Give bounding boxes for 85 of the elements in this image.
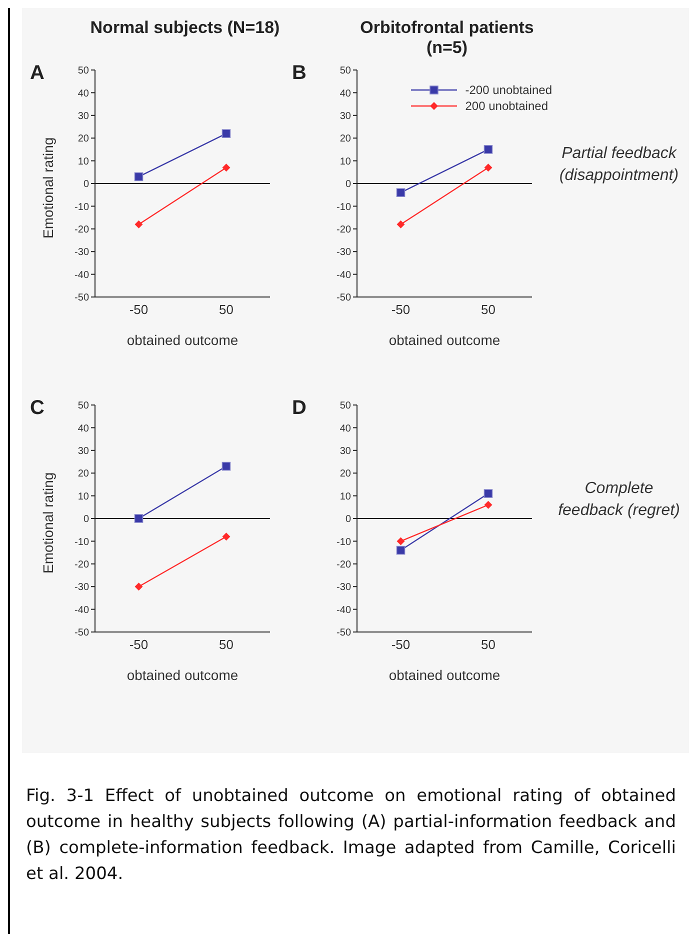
- legend-label: 200 unobtained: [465, 99, 548, 113]
- x-tick-label: 50: [219, 637, 234, 652]
- y-tick-label: 50: [340, 400, 352, 412]
- y-tick-label: -40: [74, 604, 90, 616]
- y-tick-label: -40: [74, 270, 90, 281]
- y-tick-label: 30: [340, 446, 352, 457]
- y-tick-label: 0: [83, 179, 90, 190]
- y-tick-label: -20: [336, 224, 352, 236]
- y-tick-label: 10: [78, 491, 90, 502]
- y-tick-label: 50: [78, 400, 90, 412]
- point: [396, 537, 405, 546]
- point: [484, 489, 493, 498]
- point: [484, 164, 492, 172]
- y-axis-title: Emotional rating: [40, 472, 56, 574]
- chart-subtitle: B: [292, 62, 306, 85]
- y-tick-label: 20: [340, 134, 352, 145]
- y-tick-label: -30: [74, 247, 90, 258]
- y-tick-label: -50: [74, 292, 90, 304]
- point: [222, 532, 230, 541]
- y-tick-label: 30: [340, 110, 352, 122]
- y-tick-label: -50: [336, 292, 352, 304]
- point: [396, 220, 405, 228]
- y-tick-label: -20: [74, 224, 90, 236]
- x-axis-title: obtained outcome: [388, 667, 500, 683]
- y-axis-title: Emotional rating: [40, 137, 56, 238]
- x-axis-title: obtained outcome: [126, 332, 238, 348]
- y-tick-label: -50: [336, 628, 352, 639]
- y-tick-label: 40: [340, 423, 352, 434]
- point: [134, 172, 144, 182]
- chart-subtitle: D: [292, 397, 306, 420]
- x-tick-label: 50: [481, 637, 496, 652]
- y-tick-label: -40: [336, 604, 352, 616]
- y-tick-label: 50: [78, 66, 90, 77]
- y-tick-label: 20: [78, 134, 90, 145]
- y-tick-label: 10: [340, 491, 352, 502]
- chart-subtitle: C: [30, 397, 44, 420]
- y-tick-label: 30: [78, 110, 90, 122]
- x-tick-label: -50: [129, 637, 148, 652]
- point: [134, 582, 143, 591]
- y-tick-label: 20: [78, 468, 90, 480]
- y-tick-label: -10: [74, 536, 90, 548]
- y-tick-label: 30: [78, 446, 90, 457]
- x-axis-title: obtained outcome: [388, 332, 500, 348]
- y-tick-label: -30: [336, 247, 352, 258]
- point: [134, 514, 144, 523]
- x-tick-label: -50: [391, 302, 410, 318]
- y-tick-label: -10: [336, 536, 352, 548]
- y-tick-label: 20: [340, 468, 352, 480]
- y-tick-label: -40: [336, 270, 352, 281]
- y-tick-label: 10: [340, 156, 352, 168]
- y-tick-label: 50: [340, 66, 352, 77]
- y-tick-label: 40: [78, 88, 90, 100]
- y-tick-label: -10: [336, 202, 352, 213]
- point: [484, 145, 493, 154]
- point: [222, 462, 231, 471]
- point: [134, 220, 143, 228]
- text: Complete feedback (regret): [557, 479, 681, 521]
- x-axis-title: obtained outcome: [126, 667, 238, 683]
- point: [222, 164, 230, 172]
- chart-subtitle: A: [30, 62, 44, 85]
- point: [396, 546, 406, 555]
- x-tick-label: 50: [481, 302, 496, 318]
- point: [222, 129, 231, 138]
- y-tick-label: 0: [345, 179, 352, 190]
- y-tick-label: 40: [340, 88, 352, 100]
- y-tick-label: 10: [78, 156, 90, 168]
- point: [484, 500, 492, 509]
- y-tick-label: -50: [74, 628, 90, 639]
- y-tick-label: -10: [74, 202, 90, 213]
- x-tick-label: 50: [219, 302, 234, 318]
- chart-title: Normal subjects (N=18): [90, 18, 280, 37]
- point: [396, 188, 406, 197]
- chart-title: Orbitofrontal patients (n=5): [360, 18, 534, 57]
- x-tick-label: -50: [391, 637, 410, 652]
- y-tick-label: 40: [78, 423, 90, 434]
- legend-label: -200 unobtained: [465, 83, 552, 97]
- y-tick-label: 0: [345, 514, 352, 526]
- y-tick-label: -20: [336, 559, 352, 570]
- y-tick-label: -20: [74, 559, 90, 570]
- y-tick-label: -30: [74, 582, 90, 594]
- caption: Fig. 3-1 Effect of unobtained outcome on emotional rating of obtained outcome in healthy subjects following (A) partial-information feedback and (B) complete-information feedback. Image adapted from Camille, Coricelli et al. 2004.: [26, 785, 676, 886]
- y-tick-label: 0: [83, 514, 90, 526]
- y-tick-label: -30: [336, 582, 352, 594]
- text: Partial feedback (disappointment): [558, 144, 680, 186]
- x-tick-label: -50: [129, 302, 148, 318]
